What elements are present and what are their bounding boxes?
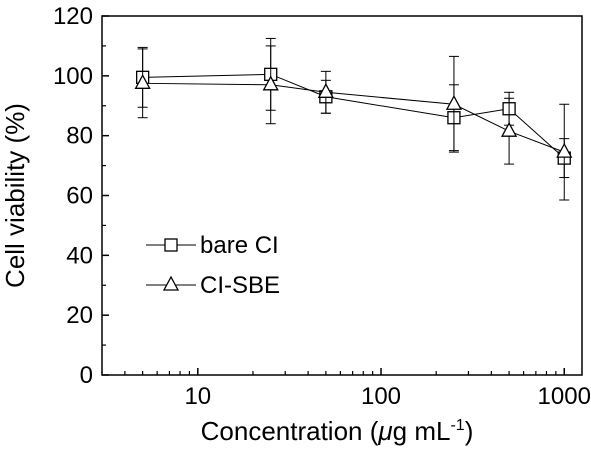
y-tick-label: 100 [53,63,93,90]
y-tick-label: 60 [66,183,93,210]
x-axis: 10 100 1000 [101,368,591,410]
plot-area [101,15,583,376]
triangle-marker [317,82,334,98]
y-tick-label: 40 [66,242,93,269]
x-axis-title-exponent: -1 [450,417,464,434]
y-tick-label: 120 [53,3,93,30]
square-marker [164,238,178,252]
legend-item: CI-SBE [146,272,280,299]
y-tick-label: 80 [66,123,93,150]
series-1 [135,37,571,179]
legend-label: bare CI [200,232,279,259]
triangle-marker [162,275,180,291]
triangle-marker [262,75,279,91]
x-axis-title-prefix: Concentration ( [201,416,379,446]
plot-frame [101,15,583,376]
triangle-marker [445,94,463,110]
x-axis-title-mu: μ [377,416,392,446]
series-line [142,82,565,153]
x-tick-label: 10 [184,383,211,410]
triangle-marker [556,142,573,158]
legend: bare CI CI-SBE [146,232,280,299]
series-2 [134,45,573,201]
y-tick-label: 20 [66,302,93,329]
y-axis-title: Cell viability (%) [0,103,30,288]
triangle-marker [134,73,151,89]
x-axis-title-unit: g mL [393,416,451,446]
legend-label: CI-SBE [200,272,280,299]
legend-item: bare CI [146,232,279,259]
x-axis-title: Concentration (μg mL-1) [201,416,474,446]
x-tick-label: 100 [361,383,401,410]
y-tick-label: 0 [80,362,93,389]
series-layer [134,37,573,201]
series-line [142,73,565,159]
y-axis: 0 20 40 60 80 100 120 [53,3,109,389]
x-axis-title-suffix: ) [465,416,474,446]
x-tick-label: 1000 [538,383,591,410]
triangle-marker [501,121,518,137]
